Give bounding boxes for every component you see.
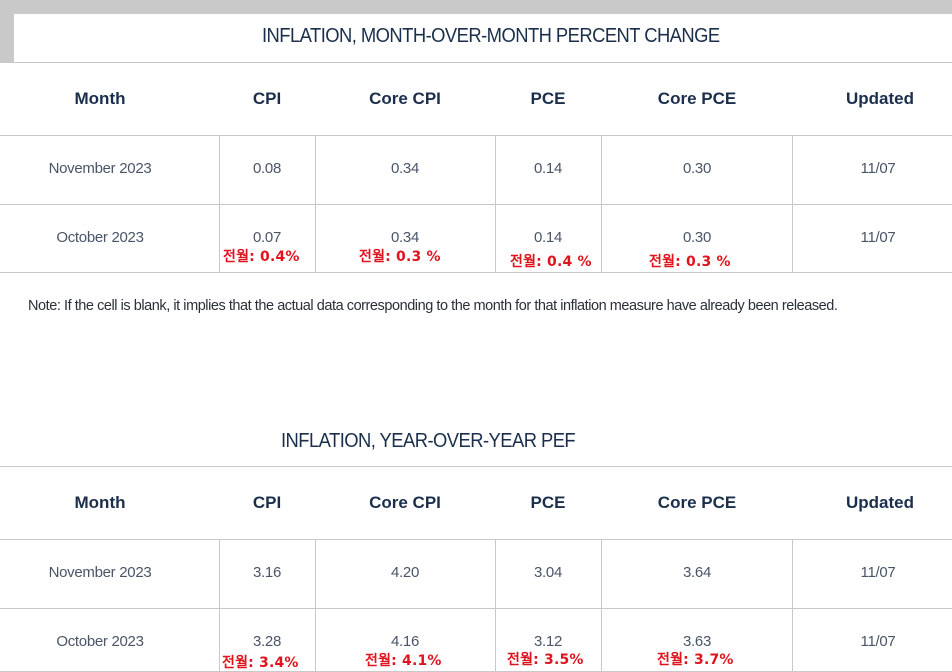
yoy-table-title: INFLATION, YEAR-OVER-YEAR PEF	[281, 430, 576, 452]
core-pce-cell: 0.30	[683, 160, 711, 177]
core-pce-cell: 3.64	[683, 564, 711, 581]
cpi-cell: 0.08	[253, 160, 281, 177]
divider	[0, 272, 952, 273]
updated-cell: 11/07	[860, 229, 896, 246]
window-frame-top	[0, 0, 952, 14]
month-cell: October 2023	[56, 229, 144, 246]
core-pce-cell: 3.63	[683, 633, 711, 650]
divider	[792, 539, 793, 671]
divider	[0, 539, 952, 540]
cpi-cell: 3.28	[253, 633, 281, 650]
divider	[0, 62, 952, 63]
updated-cell: 11/07	[860, 564, 896, 581]
previous-month-annotation: 전월: 0.4%	[223, 249, 300, 265]
divider	[0, 135, 952, 136]
divider	[219, 135, 220, 272]
pce-cell: 3.12	[534, 633, 562, 650]
previous-month-annotation: 전월: 4.1%	[365, 653, 442, 669]
divider	[0, 608, 952, 609]
column-header-month: Month	[74, 89, 126, 108]
column-header-pce: PCE	[530, 493, 566, 512]
column-header-core-pce: Core PCE	[657, 89, 737, 108]
column-header-core-pce: Core PCE	[657, 493, 737, 512]
column-header-pce: PCE	[530, 89, 566, 108]
updated-cell: 11/07	[860, 633, 896, 650]
previous-month-annotation: 전월: 0.4 %	[510, 254, 592, 270]
column-header-cpi: CPI	[252, 493, 282, 512]
previous-month-annotation: 전월: 3.5%	[507, 652, 584, 668]
core-pce-cell: 0.30	[683, 229, 711, 246]
divider	[0, 466, 952, 467]
column-header-core-cpi: Core CPI	[369, 493, 441, 512]
mom-table-title: INFLATION, MONTH-OVER-MONTH PERCENT CHAN…	[262, 25, 720, 47]
previous-month-annotation: 전월: 3.7%	[657, 652, 734, 668]
core-cpi-cell: 4.16	[391, 633, 419, 650]
divider	[315, 539, 316, 671]
cpi-cell: 0.07	[253, 229, 281, 246]
divider	[0, 204, 952, 205]
divider	[601, 539, 602, 671]
window-frame-left	[0, 0, 14, 62]
month-cell: November 2023	[48, 564, 152, 581]
previous-month-annotation: 전월: 3.4%	[222, 655, 299, 671]
table-note: Note: If the cell is blank, it implies t…	[28, 298, 838, 314]
divider	[601, 135, 602, 272]
column-header-updated: Updated	[846, 493, 914, 512]
month-cell: November 2023	[48, 160, 152, 177]
updated-cell: 11/07	[860, 160, 896, 177]
column-header-updated: Updated	[846, 89, 914, 108]
previous-month-annotation: 전월: 0.3 %	[649, 254, 731, 270]
month-cell: October 2023	[56, 633, 144, 650]
divider	[792, 135, 793, 272]
pce-cell: 0.14	[534, 229, 562, 246]
pce-cell: 0.14	[534, 160, 562, 177]
divider	[495, 539, 496, 671]
divider	[315, 135, 316, 272]
core-cpi-cell: 0.34	[391, 229, 419, 246]
divider	[219, 539, 220, 671]
divider	[495, 135, 496, 272]
core-cpi-cell: 4.20	[391, 564, 419, 581]
column-header-core-cpi: Core CPI	[369, 89, 441, 108]
previous-month-annotation: 전월: 0.3 %	[359, 249, 441, 265]
cpi-cell: 3.16	[253, 564, 281, 581]
column-header-cpi: CPI	[252, 89, 282, 108]
core-cpi-cell: 0.34	[391, 160, 419, 177]
column-header-month: Month	[74, 493, 126, 512]
pce-cell: 3.04	[534, 564, 562, 581]
